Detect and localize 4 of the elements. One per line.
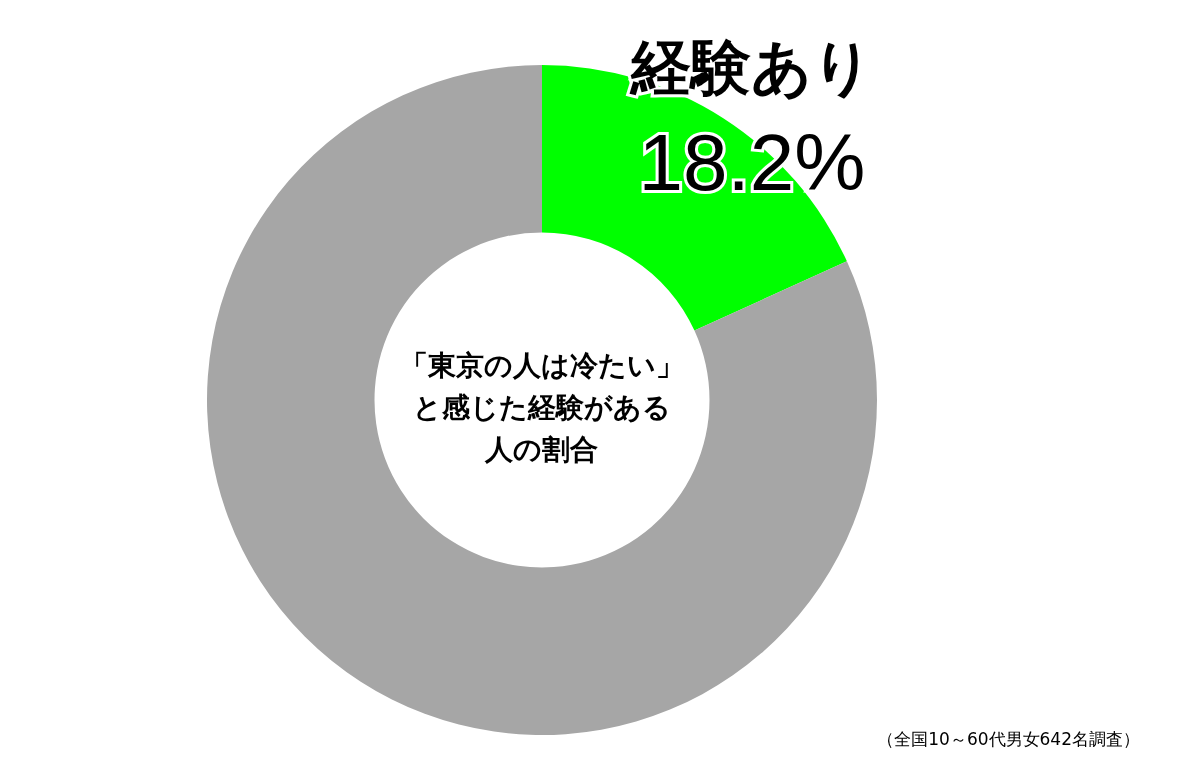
slice-label: 経験あり [629, 32, 873, 102]
text: と感じた経験がある人の割合 [412, 390, 672, 468]
text: （全国10～60代男女642名調査） [877, 729, 1140, 749]
text: 「東京の人は冷たい」 [399, 348, 685, 384]
